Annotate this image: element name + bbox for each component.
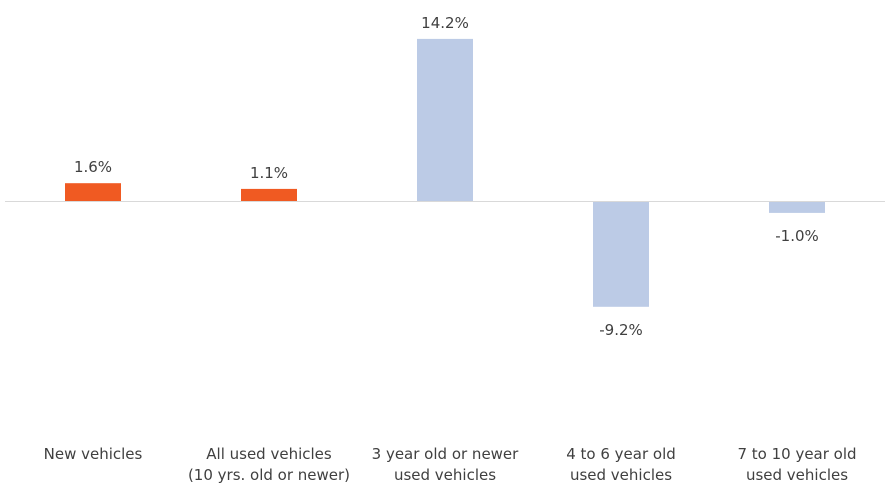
- bar-3: [417, 38, 473, 202]
- category-label-4-line-2: used vehicles: [570, 466, 672, 484]
- data-label-3: 14.2%: [421, 14, 469, 32]
- data-label-5: -1.0%: [775, 227, 819, 245]
- category-label-2-line-2: (10 yrs. old or newer): [188, 466, 350, 484]
- category-label-4-line-1: 4 to 6 year old: [566, 445, 676, 463]
- category-label-5-line-2: used vehicles: [746, 466, 848, 484]
- bar-4: [593, 201, 649, 307]
- data-labels-layer: 1.6% 1.1% 14.2% -9.2% -1.0%: [74, 14, 819, 339]
- bars-layer: [65, 38, 825, 307]
- data-label-2: 1.1%: [250, 164, 288, 182]
- category-label-1-line-1: New vehicles: [44, 445, 143, 463]
- category-label-2-line-1: All used vehicles: [206, 445, 332, 463]
- data-label-1: 1.6%: [74, 158, 112, 176]
- bar-1: [65, 183, 121, 202]
- bar-2: [241, 188, 297, 202]
- bar-5: [769, 201, 825, 213]
- category-label-3-line-2: used vehicles: [394, 466, 496, 484]
- category-labels-layer: New vehicles All used vehicles (10 yrs. ol…: [44, 445, 857, 484]
- category-label-5-line-1: 7 to 10 year old: [737, 445, 856, 463]
- category-label-3-line-1: 3 year old or newer: [372, 445, 520, 463]
- data-label-4: -9.2%: [599, 321, 643, 339]
